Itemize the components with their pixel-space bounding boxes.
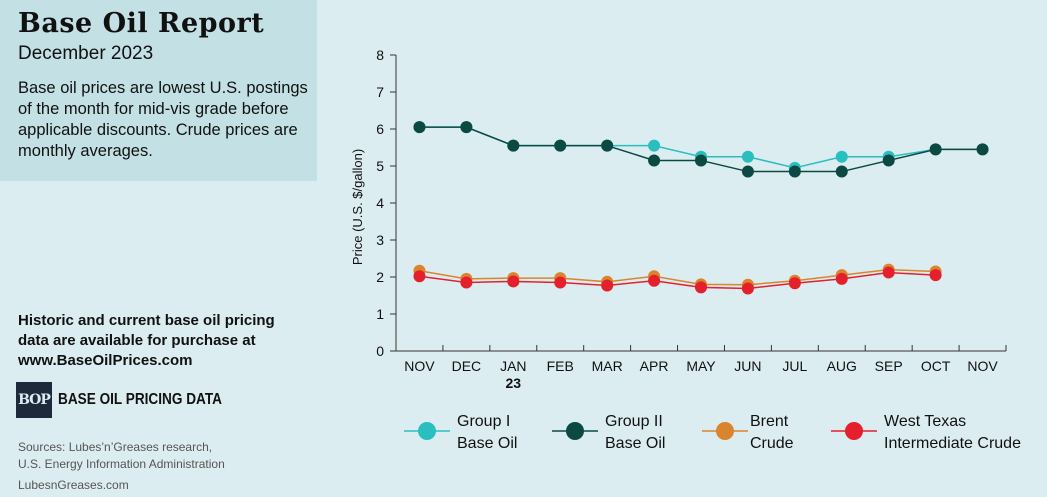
series-point-3 bbox=[695, 281, 707, 294]
series-point-1 bbox=[976, 143, 989, 156]
series-point-3 bbox=[882, 266, 895, 279]
x-tick-label: AUG bbox=[827, 358, 857, 374]
series-point-3 bbox=[788, 277, 801, 290]
y-tick-label: 1 bbox=[376, 306, 384, 322]
site-credit: LubesnGreases.com bbox=[18, 478, 129, 492]
x-tick-label: NOV bbox=[967, 358, 998, 374]
info-panel: Base Oil Report December 2023 Base oil p… bbox=[0, 0, 317, 181]
series-point-3 bbox=[601, 279, 614, 292]
series-point-1 bbox=[835, 165, 848, 178]
legend-label-1: Base Oil bbox=[605, 435, 665, 452]
y-tick-label: 2 bbox=[376, 269, 384, 285]
legend-label-2: Crude bbox=[750, 435, 794, 452]
x-tick-label: OCT bbox=[921, 358, 951, 374]
series-point-0 bbox=[648, 139, 661, 152]
promo-text: Historic and current base oil pricing da… bbox=[18, 312, 275, 349]
legend-marker-1 bbox=[566, 422, 584, 440]
series-point-0 bbox=[741, 150, 754, 163]
series-point-1 bbox=[460, 121, 473, 134]
legend-label-1: Group II bbox=[605, 413, 663, 430]
y-tick-label: 5 bbox=[376, 158, 384, 174]
x-tick-label: APR bbox=[640, 358, 669, 374]
sources-line-1: Sources: Lubes’n’Greases research, bbox=[18, 440, 213, 454]
series-point-3 bbox=[741, 282, 754, 295]
x-tick-label: FEB bbox=[547, 358, 574, 374]
y-tick-label: 8 bbox=[376, 47, 384, 63]
series-line-2 bbox=[419, 268, 936, 286]
series-point-0 bbox=[835, 150, 848, 163]
promo-text-block: Historic and current base oil pricing da… bbox=[18, 311, 308, 371]
x-tick-label: DEC bbox=[452, 358, 482, 374]
x-tick-label: MAY bbox=[686, 358, 716, 374]
series-point-3 bbox=[929, 269, 942, 282]
series-point-3 bbox=[507, 275, 520, 288]
bop-logo-mark-text: BOP bbox=[18, 392, 51, 408]
series-point-1 bbox=[882, 154, 895, 167]
legend-marker-3 bbox=[845, 422, 863, 440]
legend-marker-2 bbox=[716, 422, 734, 440]
series-point-1 bbox=[788, 165, 801, 178]
promo-url-link[interactable]: www.BaseOilPrices.com bbox=[18, 352, 193, 369]
legend-marker-0 bbox=[418, 422, 436, 440]
bop-logo-mark: BOP bbox=[16, 382, 52, 418]
y-tick-label: 4 bbox=[376, 195, 384, 211]
bop-logo-text: BASE OIL PRICING DATA bbox=[58, 391, 222, 408]
series-point-3 bbox=[413, 270, 426, 283]
series-point-3 bbox=[835, 272, 848, 285]
report-description: Base oil prices are lowest U.S. postings… bbox=[18, 79, 308, 160]
series-point-1 bbox=[601, 139, 614, 152]
y-tick-label: 7 bbox=[376, 84, 384, 100]
x-tick-label: JAN bbox=[500, 358, 526, 374]
series-point-3 bbox=[460, 276, 473, 289]
sources-line-2: U.S. Energy Information Administration bbox=[18, 457, 225, 471]
series-point-1 bbox=[507, 139, 520, 152]
series-point-1 bbox=[741, 165, 754, 178]
series-point-3 bbox=[554, 276, 567, 289]
series-point-3 bbox=[648, 274, 661, 287]
y-tick-label: 3 bbox=[376, 232, 384, 248]
series-line-3 bbox=[419, 271, 936, 290]
bop-logo[interactable]: BOP BASE OIL PRICING DATA bbox=[16, 382, 251, 418]
report-title: Base Oil Report bbox=[18, 8, 265, 39]
y-tick-label: 0 bbox=[376, 343, 384, 359]
series-point-1 bbox=[413, 121, 426, 134]
series-point-1 bbox=[695, 154, 707, 167]
y-axis-title: Price (U.S. $/gallon) bbox=[350, 149, 365, 265]
x-tick-label: SEP bbox=[875, 358, 903, 374]
report-date: December 2023 bbox=[18, 43, 154, 64]
x-tick-label: MAR bbox=[592, 358, 623, 374]
series-point-1 bbox=[929, 143, 942, 156]
legend-label-3: Intermediate Crude bbox=[884, 435, 1021, 452]
y-tick-label: 6 bbox=[376, 121, 384, 137]
legend-label-0: Base Oil bbox=[457, 435, 517, 452]
legend-label-2: Brent bbox=[750, 413, 789, 430]
x-tick-sublabel: 23 bbox=[506, 375, 522, 391]
x-tick-label: NOV bbox=[404, 358, 435, 374]
legend-label-3: West Texas bbox=[884, 413, 966, 430]
x-tick-label: JUL bbox=[782, 358, 807, 374]
series-point-1 bbox=[554, 139, 567, 152]
legend-label-0: Group I bbox=[457, 413, 510, 430]
sources-text: Sources: Lubes’n’Greases research, U.S. … bbox=[18, 439, 225, 473]
series-point-1 bbox=[648, 154, 661, 167]
x-tick-label: JUN bbox=[734, 358, 761, 374]
